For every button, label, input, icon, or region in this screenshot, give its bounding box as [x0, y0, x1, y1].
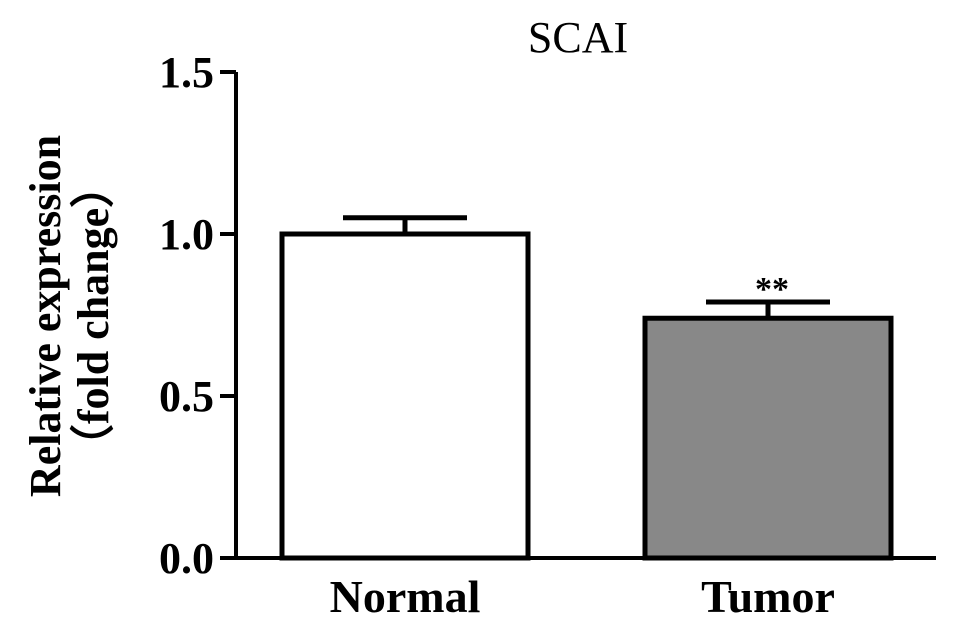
- chart-title: SCAI: [528, 13, 628, 62]
- y-tick-label: 1.0: [159, 210, 214, 259]
- y-axis-label-line1: Relative expression: [21, 135, 70, 497]
- significance-marker: **: [755, 271, 789, 308]
- y-tick-label: 0.0: [159, 534, 214, 583]
- x-tick-label-tumor: Tumor: [701, 571, 835, 622]
- y-axis-label: Relative expression （fold change）: [21, 135, 118, 497]
- bar-normal: [279, 231, 531, 561]
- y-tick-label: 1.5: [159, 48, 214, 97]
- bar-tumor: [642, 315, 894, 561]
- y-tick-label: 0.5: [159, 372, 214, 421]
- plot-area: 0.0 0.5 1.0 1.5 Normal Tumor **: [159, 48, 936, 622]
- x-tick-label-normal: Normal: [330, 571, 481, 622]
- y-axis-label-line2: （fold change）: [69, 164, 118, 468]
